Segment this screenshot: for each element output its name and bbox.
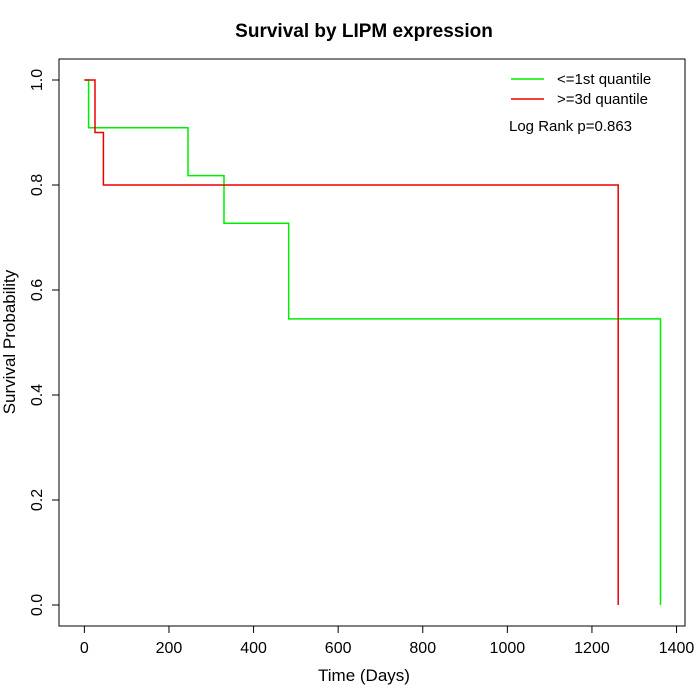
x-tick-label: 1400 xyxy=(659,640,695,657)
legend: <=1st quantile >=3d quantile Log Rank p=… xyxy=(509,71,651,135)
x-tick-label: 1000 xyxy=(490,640,526,657)
survival-curve-low xyxy=(84,79,662,605)
x-tick-label: 800 xyxy=(409,640,436,657)
y-tick-label: 1.0 xyxy=(29,69,46,91)
log-rank-annotation: Log Rank p=0.863 xyxy=(509,118,632,135)
y-axis-label: Survival Probability xyxy=(0,269,19,414)
y-tick-label: 0.2 xyxy=(29,489,46,511)
x-tick-label: 600 xyxy=(325,640,352,657)
chart-title: Survival by LIPM expression xyxy=(235,21,493,42)
y-tick-label: 0.0 xyxy=(29,594,46,616)
x-axis-label: Time (Days) xyxy=(318,666,410,685)
x-tick-label: 1200 xyxy=(574,640,610,657)
x-tick-label: 0 xyxy=(80,640,89,657)
x-tick-label: 200 xyxy=(156,640,183,657)
survival-curve-high xyxy=(84,79,619,605)
series-layer xyxy=(84,79,662,605)
x-tick-label: 400 xyxy=(240,640,267,657)
y-tick-label: 0.4 xyxy=(29,384,46,406)
y-tick-label: 0.8 xyxy=(29,174,46,196)
legend-label-high: >=3d quantile xyxy=(557,91,648,108)
y-axis: 0.0 0.2 0.4 0.6 0.8 1.0 xyxy=(29,69,60,616)
x-axis: 0 200 400 600 800 1000 1200 1400 xyxy=(80,625,695,657)
legend-label-low: <=1st quantile xyxy=(557,71,651,88)
y-tick-label: 0.6 xyxy=(29,279,46,301)
